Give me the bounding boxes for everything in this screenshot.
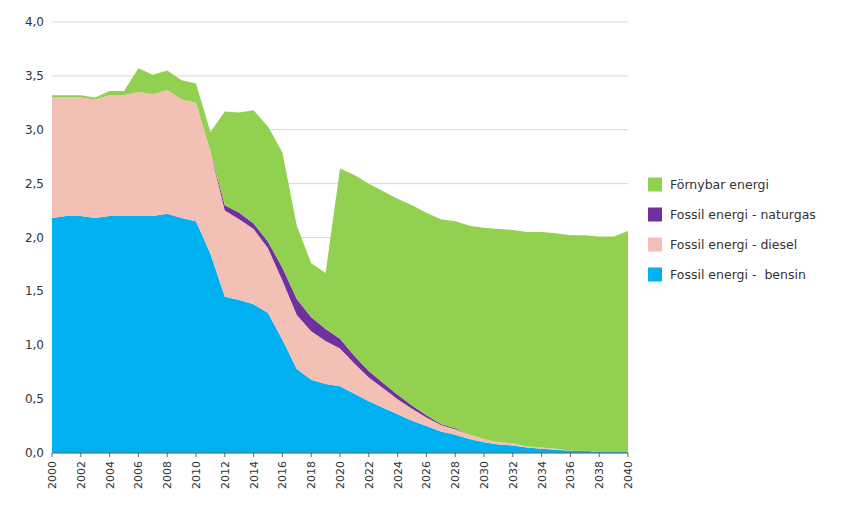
- legend-swatch: [648, 178, 662, 192]
- x-tick-label: 2024: [392, 461, 405, 489]
- legend-label: Förnybar energi: [670, 177, 769, 192]
- y-tick-label: 1,5: [25, 284, 44, 298]
- y-tick-label: 2,0: [25, 231, 44, 245]
- areas: [52, 68, 628, 453]
- x-tick: [541, 453, 542, 457]
- x-tick-label: 2034: [536, 461, 549, 489]
- x-tick: [570, 453, 571, 457]
- x-tick: [80, 453, 81, 457]
- x-tick: [426, 453, 427, 457]
- x-tick-label: 2004: [104, 461, 117, 489]
- chart: 0,0 0,5 1,0 1,5 2,0 2,5 3,0 3,5 4,0 2000 2002 2004 2…: [0, 0, 868, 515]
- x-tick-label: 2032: [507, 461, 520, 489]
- x-tick: [311, 453, 312, 457]
- y-tick-label: 3,5: [25, 69, 44, 83]
- x-tick-label: 2040: [622, 461, 635, 489]
- legend-swatch: [648, 238, 662, 252]
- y-tick-label: 1,0: [25, 338, 44, 352]
- x-tick-label: 2008: [161, 461, 174, 489]
- y-tick-label: 0,5: [25, 392, 44, 406]
- x-tick: [455, 453, 456, 457]
- x-tick-label: 2038: [593, 461, 606, 489]
- x-tick: [52, 453, 53, 457]
- x-tick: [397, 453, 398, 457]
- x-tick: [628, 453, 629, 457]
- x-tick-label: 2036: [564, 461, 577, 489]
- x-tick-label: 2014: [248, 461, 261, 489]
- grid-line: [52, 22, 628, 23]
- x-tick: [167, 453, 168, 457]
- x-tick-label: 2006: [132, 461, 145, 489]
- y-tick-label: 0,0: [25, 446, 44, 460]
- x-tick: [109, 453, 110, 457]
- x-tick: [340, 453, 341, 457]
- x-tick: [484, 453, 485, 457]
- x-tick-label: 2030: [478, 461, 491, 489]
- x-tick: [368, 453, 369, 457]
- y-tick-label: 3,0: [25, 123, 44, 137]
- x-tick-label: 2012: [219, 461, 232, 489]
- x-tick-label: 2018: [305, 461, 318, 489]
- y-tick-label: 4,0: [25, 15, 44, 29]
- legend-label: Fossil energi - diesel: [670, 237, 797, 252]
- legend-label: Fossil energi - naturgas: [670, 207, 816, 222]
- legend-label: Fossil energi - bensin: [670, 267, 806, 282]
- x-tick-label: 2020: [334, 461, 347, 489]
- legend-swatch: [648, 268, 662, 282]
- area: [52, 68, 628, 452]
- x-tick: [253, 453, 254, 457]
- x-tick-label: 2000: [46, 461, 59, 489]
- legend-swatch: [648, 208, 662, 222]
- x-tick: [196, 453, 197, 457]
- y-tick-label: 2,5: [25, 177, 44, 191]
- x-tick: [282, 453, 283, 457]
- x-tick-label: 2010: [190, 461, 203, 489]
- x-tick-label: 2016: [276, 461, 289, 489]
- y-grid: [52, 22, 628, 453]
- x-tick: [224, 453, 225, 457]
- x-tick-label: 2002: [75, 461, 88, 489]
- legend: Förnybar energi Fossil energi - naturgas F…: [648, 177, 816, 282]
- x-tick: [599, 453, 600, 457]
- x-tick-label: 2028: [449, 461, 462, 489]
- x-tick-label: 2022: [363, 461, 376, 489]
- x-tick-label: 2026: [420, 461, 433, 489]
- x-tick: [138, 453, 139, 457]
- x-tick: [512, 453, 513, 457]
